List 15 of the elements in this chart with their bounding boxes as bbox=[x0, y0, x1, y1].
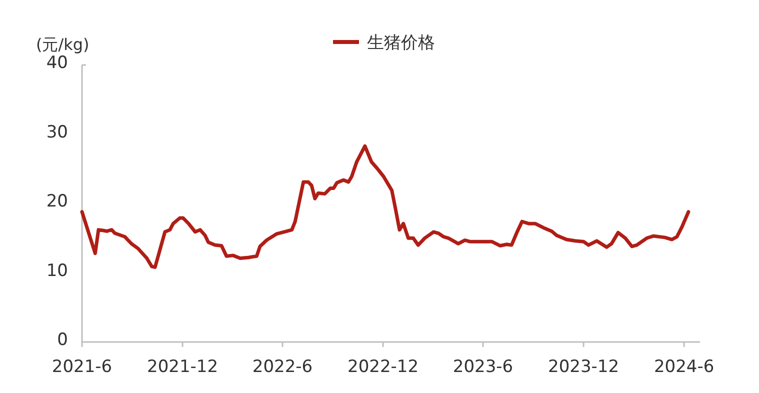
x-tick-label: 2022-12 bbox=[348, 357, 419, 377]
y-tick-label: 40 bbox=[46, 53, 68, 73]
x-tick-label: 2021-12 bbox=[147, 357, 218, 377]
x-tick-label: 2023-12 bbox=[548, 357, 620, 377]
x-tick-label: 2022-6 bbox=[252, 357, 313, 377]
y-tick-label: 30 bbox=[46, 122, 68, 142]
x-tick-label: 2021-6 bbox=[52, 357, 112, 377]
y-tick-label: 20 bbox=[46, 192, 68, 212]
x-tick-label: 2024-6 bbox=[654, 357, 714, 377]
y-axis-title: (元/kg) bbox=[36, 35, 90, 54]
line-series bbox=[80, 144, 690, 269]
y-tick-label: 10 bbox=[46, 260, 68, 281]
y-tick-label: 0 bbox=[57, 330, 68, 350]
x-tick-label: 2023-6 bbox=[452, 357, 514, 377]
legend-label: 生猪价格 bbox=[367, 33, 435, 53]
